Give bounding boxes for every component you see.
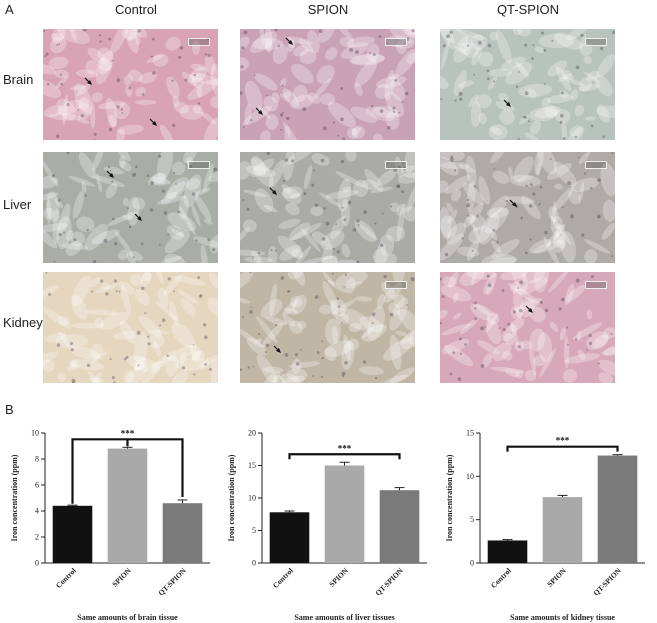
arrow-icon <box>525 305 533 313</box>
error-bar <box>177 499 188 504</box>
chart-kidney: 0 5 10 15 Iron concentration (ppm) Control SPI… <box>440 425 655 623</box>
arrow-icon <box>285 37 293 45</box>
micrograph-liver-control <box>43 152 218 263</box>
x-tick-label: SPION <box>545 566 568 589</box>
row-label-brain: Brain <box>3 72 34 87</box>
x-tick-label: SPION <box>110 566 133 589</box>
y-axis-label: Iron concentration (ppm) <box>445 454 454 541</box>
scale-bar <box>385 281 407 289</box>
arrow-icon <box>273 345 281 353</box>
error-bar <box>612 454 623 456</box>
y-tick-label: 10 <box>248 494 256 503</box>
x-tick-label: QT-SPION <box>156 566 188 598</box>
arrow-icon <box>503 99 511 107</box>
row-label-kidney: Kidney <box>3 315 43 330</box>
x-tick-label: Control <box>271 566 295 590</box>
error-bar <box>122 446 133 449</box>
error-bar <box>502 539 513 541</box>
x-axis-label: Same amounts of kidney tissue <box>510 613 615 622</box>
y-tick-label: 8 <box>35 455 39 464</box>
y-tick-label: 0 <box>470 559 474 568</box>
bar-spion <box>107 448 148 563</box>
scale-bar <box>188 161 210 169</box>
y-tick-label: 4 <box>35 507 39 516</box>
bar-qt-spion <box>597 455 638 563</box>
error-bar <box>339 461 350 466</box>
bar-qt-spion <box>162 503 203 563</box>
micrograph-brain-qtspion <box>440 29 615 140</box>
arrow-icon <box>509 199 517 207</box>
y-tick-label: 6 <box>35 481 39 490</box>
bar-control <box>487 540 528 563</box>
significance-label: *** <box>338 443 352 453</box>
micrograph-liver-spion <box>240 152 415 263</box>
arrow-icon <box>84 77 92 85</box>
column-header-spion: SPION <box>307 2 349 17</box>
error-bar <box>394 487 405 491</box>
scale-bar <box>585 281 607 289</box>
panel-b-label: B <box>5 402 14 417</box>
scale-bar <box>385 161 407 169</box>
row-label-liver: Liver <box>3 197 32 212</box>
bar-spion <box>542 497 583 563</box>
scale-bar <box>585 161 607 169</box>
arrow-icon <box>269 187 277 195</box>
micrograph-kidney-control <box>43 272 218 383</box>
y-tick-label: 15 <box>466 429 474 438</box>
micrograph-brain-spion <box>240 29 415 140</box>
y-tick-label: 5 <box>252 526 256 535</box>
scale-bar <box>385 38 407 46</box>
y-tick-label: 10 <box>31 429 39 438</box>
error-bar <box>67 504 78 506</box>
bar-qt-spion <box>379 490 420 563</box>
column-header-control: Control <box>115 2 157 17</box>
significance-bracket <box>506 445 619 452</box>
y-axis-label: Iron concentration (ppm) <box>10 454 19 541</box>
micrograph-kidney-qtspion <box>440 272 615 383</box>
panel-a-label: A <box>5 2 14 17</box>
x-axis-label: Same amounts of brain tissue <box>77 613 178 622</box>
significance-bracket <box>71 438 184 504</box>
arrow-icon <box>149 118 157 126</box>
x-tick-label: QT-SPION <box>591 566 623 598</box>
y-tick-label: 15 <box>248 461 256 470</box>
scale-bar <box>188 38 210 46</box>
y-tick-label: 20 <box>248 429 256 438</box>
significance-label: *** <box>121 428 135 438</box>
y-tick-label: 2 <box>35 533 39 542</box>
arrow-icon <box>106 170 114 178</box>
arrow-icon <box>134 213 142 221</box>
x-axis-label: Same amounts of liver tissues <box>294 613 394 622</box>
x-tick-label: Control <box>54 566 78 590</box>
micrograph-kidney-spion <box>240 272 415 383</box>
y-axis-label: Iron concentration (ppm) <box>227 454 236 541</box>
chart-brain: 0 2 4 6 8 10 Iron concentration (ppm) Control SP… <box>5 425 220 623</box>
column-header-qtspion: QT-SPION <box>496 2 560 17</box>
x-tick-label: SPION <box>327 566 350 589</box>
bar-control <box>269 512 310 563</box>
error-bar <box>557 494 568 498</box>
chart-liver: 0 5 10 15 20 Iron concentration (ppm) Control S… <box>222 425 437 623</box>
y-tick-label: 0 <box>35 559 39 568</box>
significance-label: *** <box>556 436 570 446</box>
error-bar <box>284 510 295 513</box>
y-tick-label: 0 <box>252 559 256 568</box>
y-tick-label: 10 <box>466 472 474 481</box>
scale-bar <box>585 38 607 46</box>
x-tick-label: Control <box>489 566 513 590</box>
bar-spion <box>324 465 365 563</box>
y-tick-label: 5 <box>470 515 474 524</box>
arrow-icon <box>255 107 263 115</box>
micrograph-brain-control <box>43 29 218 140</box>
x-tick-label: QT-SPION <box>373 566 405 598</box>
micrograph-liver-qtspion <box>440 152 615 263</box>
significance-bracket <box>288 453 401 460</box>
bar-control <box>52 505 93 563</box>
